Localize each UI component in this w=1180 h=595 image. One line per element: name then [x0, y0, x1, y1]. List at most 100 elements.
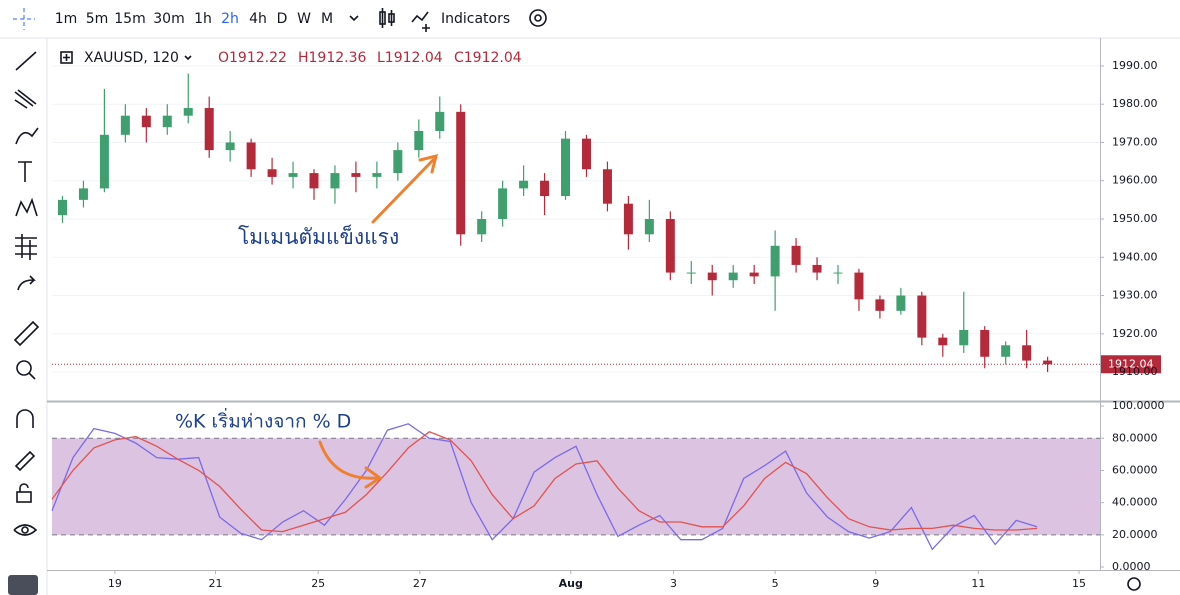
y-tick-label: 1920.00 [1112, 327, 1158, 340]
candle-body [309, 173, 319, 189]
magnet-tool[interactable] [16, 409, 34, 428]
candle-body [288, 173, 298, 177]
candle-body [665, 219, 675, 273]
ohlc-high: H1912.36 [298, 50, 367, 66]
y-tick-label: 1970.00 [1112, 135, 1158, 148]
x-tick-label: 11 [971, 577, 985, 590]
last-price-box [1101, 355, 1161, 374]
text-tool[interactable] [18, 161, 32, 182]
candle-body [141, 115, 151, 128]
candle-body [770, 245, 780, 277]
candle-body [749, 272, 759, 277]
ohlc-open: O1912.22 [218, 50, 287, 66]
x-tick-label: 21 [208, 577, 222, 590]
y-tick-label: 100.0000 [1112, 399, 1165, 412]
candle-body [959, 329, 969, 346]
y-tick-label: 80.0000 [1112, 431, 1158, 444]
candle-body [938, 337, 948, 346]
interval-dropdown[interactable] [349, 15, 359, 22]
candle-body [225, 142, 235, 151]
candle-body [204, 108, 214, 151]
candle-body [183, 108, 193, 116]
brush-tool[interactable] [15, 127, 39, 145]
y-tick-label: 40.0000 [1112, 496, 1158, 509]
axis-settings-icon[interactable] [1127, 577, 1141, 591]
candle-body [728, 272, 738, 281]
candle-body [162, 115, 172, 128]
candle-body [351, 173, 361, 177]
candle-body [540, 180, 550, 197]
x-tick-label: 9 [872, 577, 879, 590]
settings-icon[interactable] [529, 9, 547, 27]
x-tick-label: 5 [772, 577, 779, 590]
interval-button[interactable]: M [321, 11, 333, 27]
candle-body [1043, 360, 1053, 365]
plot: 1912.04 [51, 65, 1161, 574]
lock-tool[interactable] [16, 491, 32, 503]
zoom-tool[interactable] [16, 360, 32, 376]
indicators-icon[interactable] [411, 11, 430, 32]
candle-body [561, 138, 571, 197]
candle-body [477, 219, 487, 235]
pitchfork-tool[interactable] [14, 89, 37, 109]
candle-body [435, 111, 445, 131]
candle-body [498, 188, 508, 219]
interval-button[interactable]: 15m [114, 11, 145, 27]
ohlc-close: C1912.04 [454, 50, 522, 66]
candle-body [707, 272, 717, 281]
x-tick-label: Aug [559, 577, 583, 590]
visibility-tool[interactable] [13, 524, 38, 536]
interval-button[interactable]: 5m [86, 11, 109, 27]
trendline-tool[interactable] [15, 51, 37, 71]
interval-button[interactable]: 30m [153, 11, 184, 27]
y-tick-label: 60.0000 [1112, 463, 1158, 476]
candle-body [456, 111, 466, 235]
y-tick-label: 1950.00 [1112, 212, 1158, 225]
chart-style-icon[interactable] [379, 8, 395, 28]
candle-body [1022, 345, 1032, 361]
candle-body [330, 173, 340, 189]
ohlc-low: L1912.04 [377, 50, 443, 66]
series-line [51, 431, 1038, 533]
interval-button[interactable]: 4h [249, 11, 267, 27]
y-tick-label: 1940.00 [1112, 250, 1158, 263]
candle-body [78, 188, 88, 200]
y-tick-label: 1980.00 [1112, 97, 1158, 110]
pattern-tool[interactable] [15, 197, 38, 217]
candle-body [99, 134, 109, 189]
candle-body [1001, 345, 1011, 357]
symbol-icon [60, 51, 73, 64]
left-toolbar [13, 51, 40, 536]
candle-body [875, 299, 885, 311]
x-tick-label: 25 [311, 577, 325, 590]
candle-body [644, 219, 654, 235]
y-tick-label: 0.0000 [1112, 560, 1151, 573]
interval-button[interactable]: 1h [194, 11, 212, 27]
interval-button[interactable]: W [297, 11, 311, 27]
interval-button[interactable]: 1m [55, 11, 78, 27]
interval-button[interactable]: 2h [221, 11, 239, 27]
candle-body [393, 150, 403, 174]
candle-body [120, 115, 130, 135]
crosshair-icon[interactable] [13, 8, 35, 30]
series-line [51, 423, 1038, 551]
x-tick-label: 27 [413, 577, 427, 590]
annotation: %K เริ่มห่างจาก % D [175, 408, 351, 433]
x-tick-label: 3 [670, 577, 677, 590]
prediction-tool[interactable] [15, 234, 37, 260]
indicators-button[interactable]: Indicators [441, 11, 510, 27]
y-tick-label: 1910.00 [1112, 365, 1158, 378]
candle-body [267, 169, 277, 177]
interval-button[interactable]: D [277, 11, 288, 27]
symbol[interactable]: XAUUSD, 120 [84, 50, 179, 66]
y-tick-label: 20.0000 [1112, 528, 1158, 541]
symbol-dropdown[interactable] [184, 55, 192, 61]
shapes-tool[interactable] [17, 275, 36, 291]
candle-body [519, 180, 529, 189]
trash-button[interactable] [8, 575, 38, 595]
candle-body [246, 142, 256, 170]
candle-body [602, 169, 612, 204]
lock-drawing-tool[interactable] [14, 450, 36, 472]
ruler-tool[interactable] [13, 320, 40, 347]
